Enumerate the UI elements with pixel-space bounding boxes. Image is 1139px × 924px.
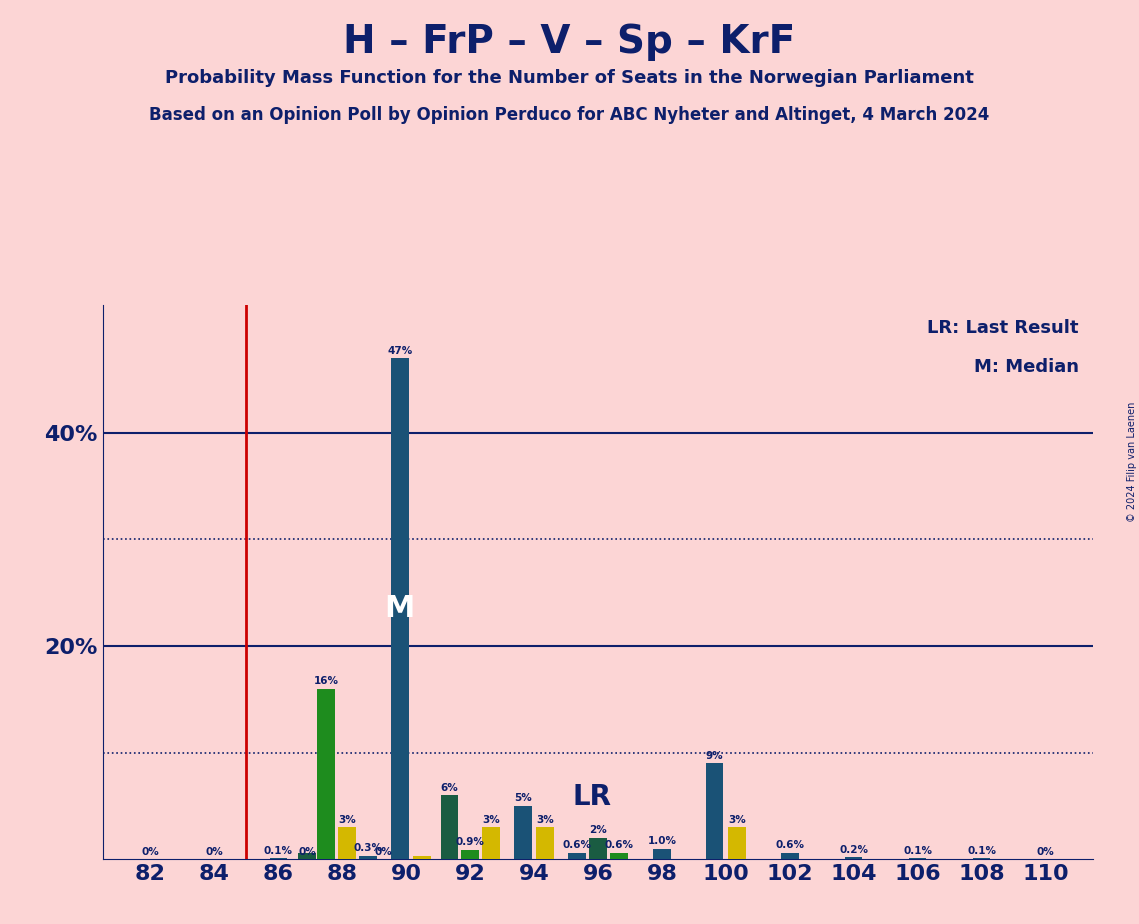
Text: 0%: 0%	[298, 846, 316, 857]
Text: M: Median: M: Median	[974, 358, 1079, 375]
Text: LR: LR	[573, 784, 612, 811]
Text: Probability Mass Function for the Number of Seats in the Norwegian Parliament: Probability Mass Function for the Number…	[165, 69, 974, 87]
Text: 0.1%: 0.1%	[967, 845, 997, 856]
Bar	[781, 853, 798, 859]
Bar	[536, 827, 554, 859]
Text: 9%: 9%	[706, 750, 723, 760]
Text: 0.1%: 0.1%	[903, 845, 932, 856]
Text: 0.2%: 0.2%	[839, 845, 868, 855]
Text: 0%: 0%	[375, 846, 393, 857]
Text: 16%: 16%	[313, 676, 338, 686]
Bar	[973, 858, 990, 859]
Text: 3%: 3%	[482, 815, 500, 824]
Text: LR: Last Result: LR: Last Result	[927, 319, 1079, 336]
Text: 0%: 0%	[141, 846, 159, 857]
Bar	[359, 857, 377, 859]
Bar	[298, 853, 316, 859]
Text: 5%: 5%	[514, 794, 532, 803]
Bar	[441, 796, 458, 859]
Text: 3%: 3%	[338, 815, 355, 824]
Text: 0.6%: 0.6%	[605, 840, 633, 850]
Text: 0.1%: 0.1%	[264, 845, 293, 856]
Text: 0%: 0%	[1036, 846, 1055, 857]
Bar	[909, 858, 926, 859]
Text: © 2024 Filip van Laenen: © 2024 Filip van Laenen	[1126, 402, 1137, 522]
Text: 0%: 0%	[205, 846, 223, 857]
Text: 3%: 3%	[728, 815, 746, 824]
Bar	[728, 827, 746, 859]
Bar	[568, 853, 585, 859]
Text: H – FrP – V – Sp – KrF: H – FrP – V – Sp – KrF	[343, 23, 796, 61]
Text: 0.6%: 0.6%	[563, 840, 591, 850]
Text: 2%: 2%	[589, 825, 607, 835]
Bar	[482, 827, 500, 859]
Text: 0.9%: 0.9%	[456, 837, 484, 847]
Text: 3%: 3%	[536, 815, 554, 824]
Bar	[611, 853, 628, 859]
Text: M: M	[385, 594, 415, 624]
Bar	[338, 827, 355, 859]
Bar	[270, 858, 287, 859]
Bar	[461, 850, 478, 859]
Text: 1.0%: 1.0%	[647, 836, 677, 846]
Text: 6%: 6%	[441, 783, 458, 793]
Bar	[589, 838, 607, 859]
Bar	[391, 359, 409, 859]
Text: 0.6%: 0.6%	[776, 840, 804, 850]
Bar	[413, 857, 431, 859]
Text: 47%: 47%	[387, 346, 412, 356]
Bar	[706, 763, 723, 859]
Bar	[653, 848, 671, 859]
Bar	[514, 806, 532, 859]
Text: 0.3%: 0.3%	[353, 844, 383, 854]
Text: Based on an Opinion Poll by Opinion Perduco for ABC Nyheter and Altinget, 4 Marc: Based on an Opinion Poll by Opinion Perd…	[149, 106, 990, 124]
Bar	[845, 857, 862, 859]
Bar	[318, 688, 335, 859]
